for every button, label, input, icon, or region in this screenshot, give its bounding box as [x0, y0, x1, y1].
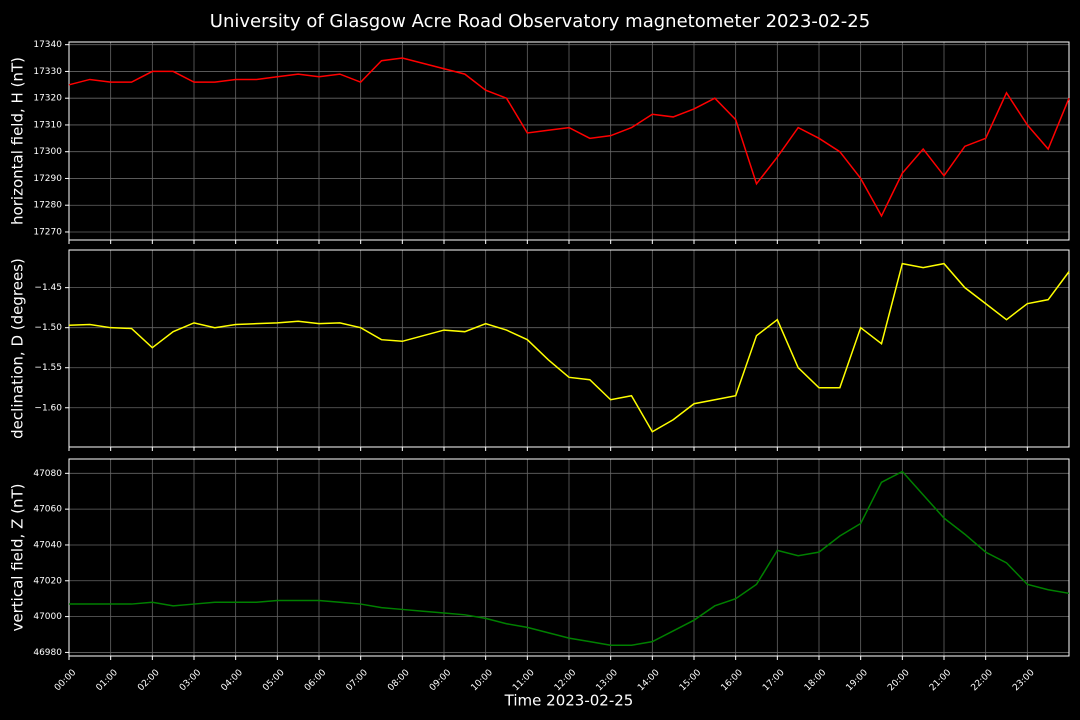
x-tick-label: 22:00: [970, 668, 996, 694]
y-tick-label: 47000: [33, 612, 62, 622]
plot-frame: [68, 41, 1070, 241]
x-tick-label: 10:00: [470, 668, 496, 694]
x-tick-label: 18:00: [803, 668, 829, 694]
x-tick-label: 13:00: [595, 668, 621, 694]
y-tick-label: 17300: [33, 147, 62, 157]
y-axis-label: vertical field, Z (nT): [9, 483, 27, 631]
y-tick-label: 46980: [33, 648, 62, 658]
plot-frame: [68, 249, 1070, 448]
data-line: [69, 470, 1070, 646]
x-tick-label: 20:00: [886, 668, 912, 694]
plot-frame: [68, 458, 1070, 657]
y-tick-label: 17340: [33, 40, 62, 50]
y-tick-label: −1.55: [34, 363, 62, 373]
data-line: [68, 262, 1070, 433]
x-tick-label: 11:00: [511, 668, 537, 694]
y-tick-label: 47020: [33, 576, 62, 586]
x-tick-label: 09:00: [428, 668, 454, 694]
x-tick-label: 23:00: [1011, 668, 1037, 694]
x-tick-label: 21:00: [928, 668, 954, 694]
y-tick-label: 17270: [33, 227, 62, 237]
y-tick-label: 17280: [33, 201, 62, 211]
y-tick-label: 47080: [33, 469, 62, 479]
y-axis-label: horizontal field, H (nT): [9, 57, 27, 225]
x-tick-label: 05:00: [261, 668, 287, 694]
y-tick-label: 17290: [33, 174, 62, 184]
x-tick-label: 02:00: [136, 668, 162, 694]
y-tick-label: −1.50: [34, 323, 62, 333]
y-tick-label: 47040: [33, 540, 62, 550]
x-tick-label: 12:00: [553, 668, 579, 694]
x-tick-label: 00:00: [53, 668, 79, 694]
x-tick-label: 17:00: [761, 668, 787, 694]
y-tick-label: 17310: [33, 120, 62, 130]
x-tick-label: 08:00: [386, 668, 412, 694]
x-tick-label: 03:00: [178, 668, 204, 694]
y-tick-label: 17320: [33, 94, 62, 104]
y-tick-label: 47060: [33, 505, 62, 515]
data-line: [68, 57, 1070, 218]
x-tick-label: 01:00: [95, 668, 121, 694]
x-tick-label: 19:00: [845, 668, 871, 694]
x-tick-label: 06:00: [303, 668, 329, 694]
x-tick-label: 15:00: [678, 668, 704, 694]
y-tick-label: −1.45: [34, 283, 62, 293]
x-tick-label: 04:00: [220, 668, 246, 694]
y-tick-label: 17330: [33, 67, 62, 77]
y-tick-label: −1.60: [34, 403, 62, 413]
x-axis-label: Time 2023-02-25: [504, 692, 634, 710]
x-tick-label: 14:00: [636, 668, 662, 694]
chart-title: University of Glasgow Acre Road Observat…: [210, 11, 870, 32]
y-axis-label: declination, D (degrees): [9, 258, 27, 439]
x-tick-label: 07:00: [345, 668, 371, 694]
x-tick-label: 16:00: [720, 668, 746, 694]
